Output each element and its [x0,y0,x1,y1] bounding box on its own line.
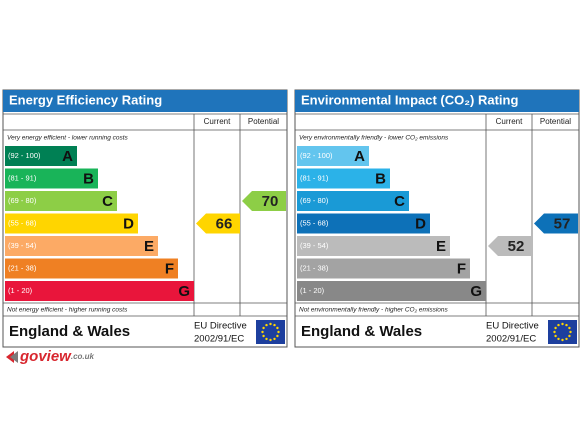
logo-icon [10,351,18,363]
footer-code: 2002/91/EC [486,334,536,345]
logo-domain: .co.uk [71,352,95,361]
eu-star [569,330,572,334]
band-range: (21 - 38) [8,263,37,272]
eu-star [561,322,564,326]
column-header: Potential [248,117,279,126]
band-bar [297,281,486,301]
eu-star [557,337,560,341]
band-range: (39 - 54) [300,241,329,250]
rating-value: 66 [216,215,233,232]
column-header: Potential [540,117,571,126]
band-range: (81 - 91) [8,173,37,182]
title-bar [3,90,287,112]
logo-name: goview [19,348,72,365]
eu-star [273,337,276,341]
band-letter: D [415,215,426,232]
eu-star [269,338,272,342]
rating-arrow [242,191,286,211]
band-range: (69 - 80) [300,196,329,205]
eu-star [277,330,280,334]
eu-star [554,326,557,330]
eu-star [554,334,557,338]
band-letter: C [102,193,113,210]
eu-star [565,323,568,327]
band-letter: C [394,193,405,210]
rating-value: 57 [554,215,571,232]
title-bar [295,90,579,112]
top-note: Very environmentally friendly - lower CO… [299,135,449,142]
band-bar [297,213,430,234]
panel-title: Environmental Impact (CO₂) Rating [301,92,518,107]
rating-arrow [534,213,578,234]
eu-star [261,330,264,334]
footer-country: England & Wales [301,323,422,340]
band-letter: B [83,170,94,187]
band-bar [297,146,369,166]
band-range: (81 - 91) [300,173,329,182]
band-bar [5,258,178,279]
eu-star [265,323,268,327]
eu-star [269,322,272,326]
rating-value: 70 [262,193,279,210]
band-range: (21 - 38) [300,263,329,272]
band-range: (92 - 100) [300,151,333,160]
band-letter: B [375,170,386,187]
band-bar [5,146,77,166]
column-header: Current [496,117,523,126]
band-range: (1 - 20) [300,286,325,295]
band-range: (39 - 54) [8,241,37,250]
eu-star [565,337,568,341]
band-bar [5,213,138,234]
band-bar [5,281,194,301]
band-letter: E [144,238,154,255]
top-note: Very energy efficient - lower running co… [7,135,129,142]
band-bar [297,168,390,189]
eu-star [273,323,276,327]
panel-title: Energy Efficiency Rating [9,92,162,107]
bottom-note: Not energy efficient - higher running co… [7,307,128,314]
footer-directive: EU Directive [486,321,539,332]
eu-star [557,323,560,327]
rating-arrow [196,213,240,234]
band-range: (1 - 20) [8,286,33,295]
eu-star [561,338,564,342]
band-bar [5,168,98,189]
band-range: (55 - 68) [300,218,329,227]
band-bar [297,236,450,256]
rating-value: 52 [508,238,525,255]
band-bar [5,191,117,211]
eu-star [276,334,279,338]
rating-arrow [488,236,532,256]
band-range: (55 - 68) [8,218,37,227]
band-bar [5,236,158,256]
logo-text: goview.co.uk [19,348,95,365]
band-letter: F [457,260,466,277]
band-letter: F [165,260,174,277]
footer-code: 2002/91/EC [194,334,244,345]
band-range: (69 - 80) [8,196,37,205]
eu-star [262,334,265,338]
bottom-note: Not environmentally friendly - higher CO… [299,307,449,314]
footer-country: England & Wales [9,323,130,340]
band-letter: D [123,215,134,232]
eu-star [265,337,268,341]
band-letter: E [436,238,446,255]
eu-star [568,326,571,330]
footer-directive: EU Directive [194,321,247,332]
band-letter: A [354,148,365,165]
eu-star [553,330,556,334]
eu-star [262,326,265,330]
band-bar [297,258,470,279]
column-header: Current [204,117,231,126]
band-bar [297,191,409,211]
band-range: (92 - 100) [8,151,41,160]
band-letter: G [470,283,482,300]
band-letter: G [178,283,190,300]
band-letter: A [62,148,73,165]
eu-star [276,326,279,330]
eu-star [568,334,571,338]
